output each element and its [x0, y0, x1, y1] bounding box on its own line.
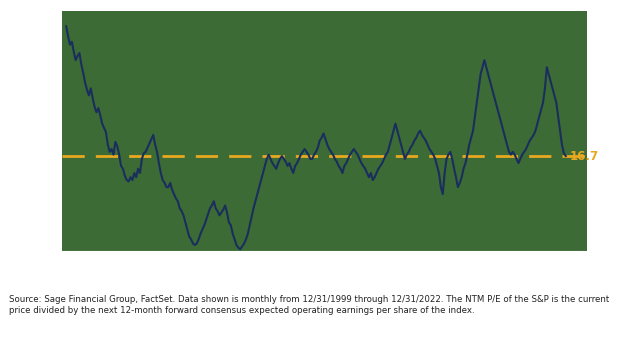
Text: Source: Sage Financial Group, FactSet. Data shown is monthly from 12/31/1999 thr: Source: Sage Financial Group, FactSet. D… — [9, 295, 610, 315]
Text: 16.7: 16.7 — [570, 150, 598, 163]
Title: S&P 500 Price to Earnings Ratio: S&P 500 Price to Earnings Ratio — [175, 0, 474, 6]
Y-axis label: Price to Earnings: Price to Earnings — [26, 74, 39, 187]
